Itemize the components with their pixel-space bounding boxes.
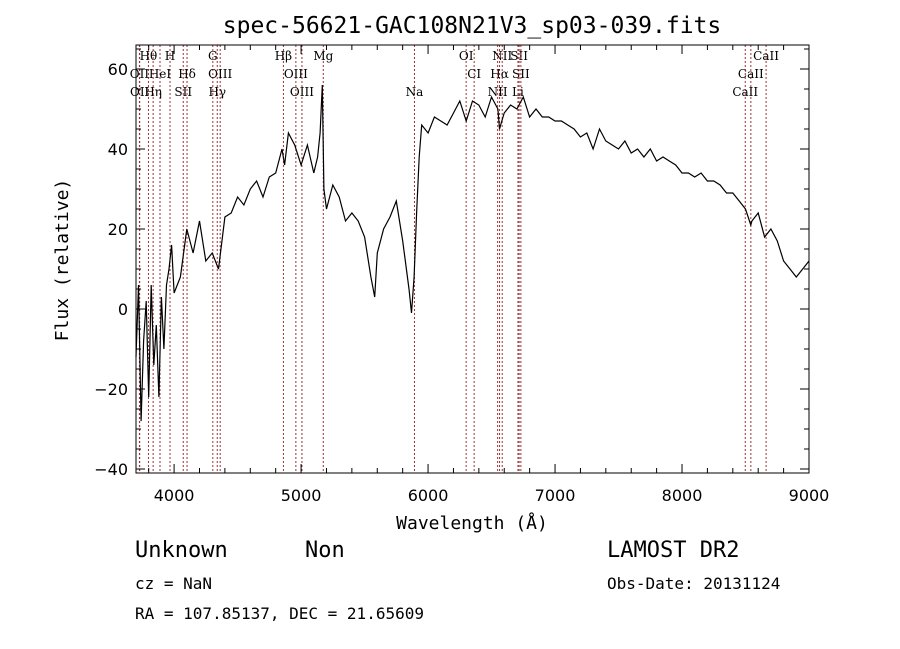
line-label-6: NII [492,49,512,63]
x-tick-label-1: 5000 [281,486,322,505]
plot-frame [135,44,810,474]
observation-date: Obs-Date: 20131124 [607,574,781,593]
line-label-2: G [208,49,218,63]
y-tick-label-2: 0 [118,300,128,319]
x-axis-label: Wavelength (Å) [396,512,548,534]
line-label-18: OII [130,85,150,99]
object-class-label: Unknown [135,538,228,563]
line-label-21: Hγ [208,85,226,99]
line-label-16: SII [512,67,530,81]
line-label-25: Li [512,85,524,99]
line-label-0: Hθ [140,49,158,63]
line-label-11: Hδ [178,67,196,81]
line-label-10: HeI [149,67,172,81]
y-tick-label-4: 40 [108,140,128,159]
line-label-13: OIII [284,67,308,81]
line-label-12: OIII [208,67,232,81]
redshift-value: cz = NaN [135,574,213,593]
line-label-20: SII [174,85,192,99]
x-tick-label-0: 4000 [154,486,195,505]
y-axis: −40 −20 0 20 40 60 [94,48,809,479]
survey-label: LAMOST DR2 [607,538,740,563]
y-axis-label: Flux (relative) [52,179,73,342]
line-label-1: H [165,49,175,63]
line-label-7: SII [510,49,528,63]
x-tick-label-4: 8000 [662,486,703,505]
x-tick-label-5: 9000 [789,486,830,505]
line-label-5: OI [459,49,474,63]
line-label-22: OIII [290,85,314,99]
y-tick-label-0: −40 [94,460,128,479]
x-tick-label-3: 7000 [535,486,576,505]
line-label-3: Hβ [275,49,292,63]
x-tick-label-2: 6000 [408,486,449,505]
line-label-15: Hα [490,67,509,81]
line-label-23: Na [406,85,424,99]
line-label-4: Mg [313,49,333,63]
x-axis: 4000 5000 6000 7000 8000 9000 [148,45,830,505]
line-label-24: NII [488,85,508,99]
line-label-19: Hη [144,85,162,99]
y-tick-label-3: 20 [108,220,128,239]
y-tick-label-1: −20 [94,380,128,399]
y-tick-label-5: 60 [108,60,128,79]
line-label-17: CaII [738,67,764,81]
object-subclass-label: Non [305,538,345,563]
line-label-26: CaII [732,85,758,99]
spectrum-series-line [135,84,810,422]
line-label-8: CaII [753,49,779,63]
line-label-14: CI [467,67,481,81]
chart-title: spec-56621-GAC108N21V3_sp03-039.fits [223,13,722,39]
coordinates: RA = 107.85137, DEC = 21.65609 [135,604,424,623]
